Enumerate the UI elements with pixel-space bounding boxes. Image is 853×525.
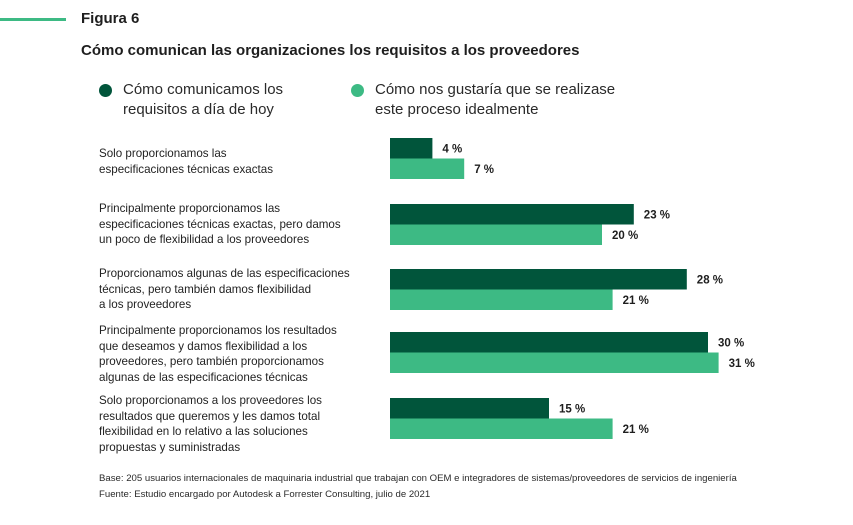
data-label: 23 % <box>644 209 670 221</box>
bar-ideal <box>390 224 602 245</box>
bar-ideal <box>390 158 465 179</box>
accent-line <box>0 18 66 21</box>
bar-current <box>390 204 634 225</box>
figure-label: Figura 6 <box>81 10 140 27</box>
category-label-line: Solo proporcionamos a los proveedores lo… <box>99 394 322 407</box>
category-label-line: resultados que queremos y les damos tota… <box>99 409 321 423</box>
category-label: Proporcionamos algunas de las especifica… <box>99 266 389 313</box>
bar-ideal <box>390 418 613 439</box>
category-label-line: Principalmente proporcionamos las <box>99 202 281 215</box>
category-label-line: especificaciones técnicas exactas <box>99 162 273 176</box>
data-label: 20 % <box>612 230 638 242</box>
legend-line: este proceso idealmente <box>375 101 539 118</box>
legend-item-current: Cómo comunicamos los requisitos a día de… <box>99 80 383 120</box>
category-label: Solo proporcionamos las especificaciones … <box>99 146 389 177</box>
bar-ideal <box>390 289 613 310</box>
legend-line: Cómo nos gustaría que se realizase <box>375 81 616 98</box>
data-label: 31 % <box>729 358 755 370</box>
category-label-line: propuestas y suministradas <box>99 440 241 454</box>
data-label: 7 % <box>474 164 494 176</box>
category-label-line: técnicas, pero también damos flexibilida… <box>99 282 312 296</box>
category-label-line: Solo proporcionamos las <box>99 147 227 160</box>
legend-line: requisitos a día de hoy <box>123 101 274 118</box>
legend-dot-ideal <box>351 84 364 97</box>
bar-current <box>390 332 708 353</box>
footnote-source: Fuente: Estudio encargado por Autodesk a… <box>99 489 431 500</box>
category-label-line: un poco de flexibilidad a los proveedore… <box>99 233 310 246</box>
data-label: 4 % <box>442 143 462 155</box>
footnote-base: Base: 205 usuarios internacionales de ma… <box>99 473 737 484</box>
data-label: 28 % <box>697 274 723 286</box>
category-label-line: Principalmente proporcionamos los result… <box>99 324 337 337</box>
legend-label-current: Cómo comunicamos los requisitos a día de… <box>123 80 383 120</box>
category-label: Principalmente proporcionamos las especif… <box>99 201 389 248</box>
legend-item-ideal: Cómo nos gustaría que se realizase este … <box>351 80 665 120</box>
data-label: 15 % <box>559 403 585 415</box>
bar-current <box>390 138 433 159</box>
category-label-line: especificaciones técnicas exactas, pero … <box>99 217 341 231</box>
category-label-line: a los proveedores <box>99 298 192 311</box>
category-label-line: que deseamos y damos flexibilidad a los <box>99 339 308 353</box>
legend-line: Cómo comunicamos los <box>123 81 284 98</box>
bar-current <box>390 269 687 290</box>
category-label-line: flexibilidad en lo relativo a las soluci… <box>99 425 308 438</box>
category-label: Principalmente proporcionamos los result… <box>99 323 389 385</box>
bar-ideal <box>390 352 719 373</box>
data-label: 21 % <box>623 424 649 436</box>
bar-current <box>390 398 549 419</box>
data-label: 21 % <box>623 295 649 307</box>
category-label-line: algunas de las especificaciones técnicas <box>99 370 308 384</box>
legend-dot-current <box>99 84 112 97</box>
category-label-line: proveedores, pero también proporcionamos <box>99 355 324 368</box>
category-label: Solo proporcionamos a los proveedores lo… <box>99 393 389 455</box>
chart-title: Cómo comunican las organizaciones los re… <box>81 42 580 59</box>
data-label: 30 % <box>718 337 744 349</box>
category-label-line: Proporcionamos algunas de las especifica… <box>99 267 350 280</box>
legend-label-ideal: Cómo nos gustaría que se realizase este … <box>375 80 665 120</box>
